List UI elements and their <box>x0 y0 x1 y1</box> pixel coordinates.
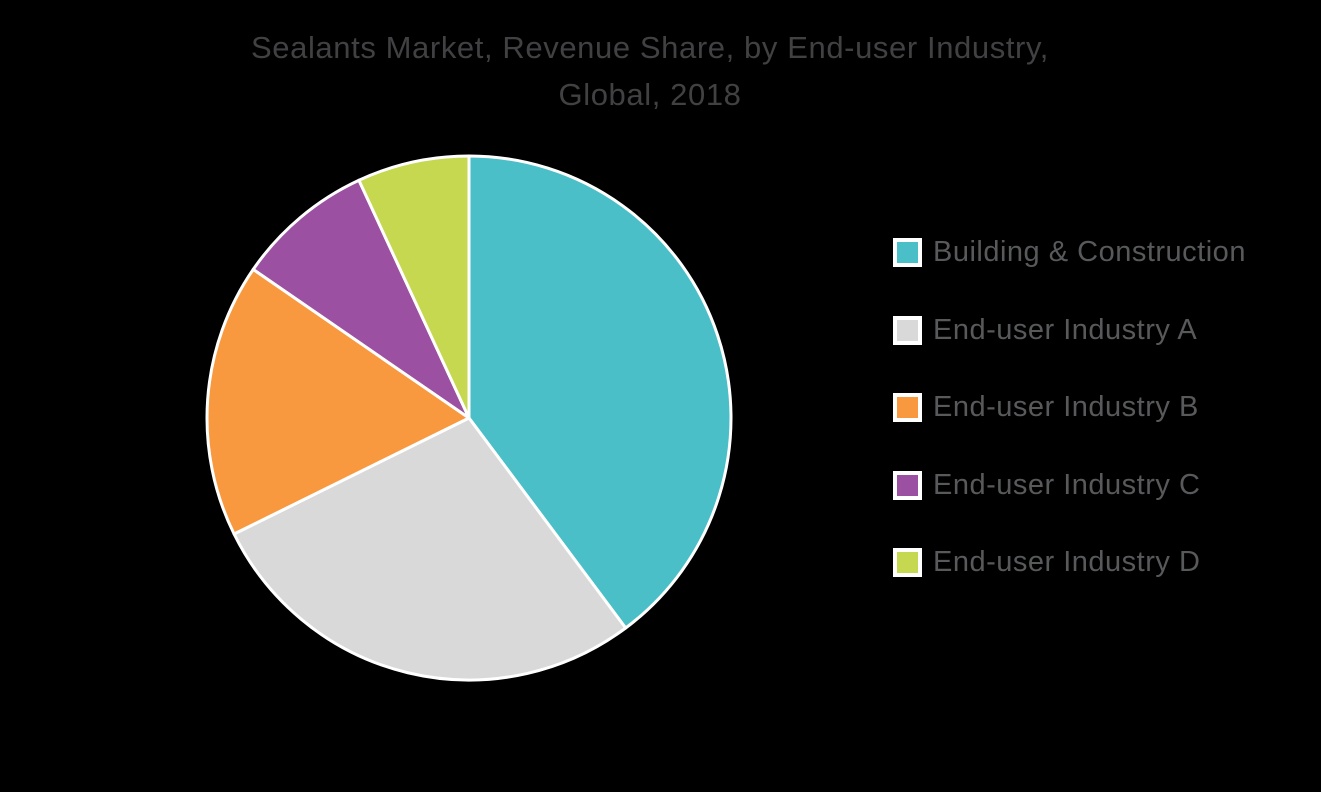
legend-item-end-user-industry-a[interactable]: End-user Industry A <box>893 313 1246 346</box>
pie-slice-end-user-industry-b[interactable] <box>205 267 471 536</box>
legend-item-end-user-industry-d[interactable]: End-user Industry D <box>893 546 1246 578</box>
legend-item-end-user-industry-b[interactable]: End-user Industry B <box>893 391 1246 423</box>
pie-slice-end-user-industry-a[interactable] <box>232 416 628 682</box>
legend-label: End-user Industry D <box>933 546 1201 578</box>
legend-swatch-end-user-industry-c <box>893 470 922 500</box>
legend-item-building-construction[interactable]: Building & Construction <box>893 236 1246 268</box>
legend-swatch-end-user-industry-a <box>893 315 922 345</box>
pie-slice-end-user-industry-c[interactable] <box>251 178 471 420</box>
legend-swatch-end-user-industry-b <box>893 393 922 422</box>
pie-slice-end-user-industry-d[interactable] <box>357 154 471 420</box>
legend-label: End-user Industry B <box>933 391 1199 423</box>
chart-title: Sealants Market, Revenue Share, by End-u… <box>150 24 1150 118</box>
legend-label: End-user Industry C <box>933 468 1201 501</box>
chart-title-line1: Sealants Market, Revenue Share, by End-u… <box>250 30 1049 65</box>
legend-item-end-user-industry-c[interactable]: End-user Industry C <box>893 468 1246 501</box>
legend: Building & Construction End-user Industr… <box>893 236 1246 625</box>
pie-slice-building-construction[interactable] <box>467 154 733 630</box>
chart-title-line2: Global, 2018 <box>558 77 742 112</box>
legend-label: End-user Industry A <box>933 313 1198 346</box>
legend-swatch-end-user-industry-d <box>893 548 922 577</box>
legend-label: Building & Construction <box>933 236 1246 268</box>
legend-swatch-building-construction <box>893 238 922 267</box>
